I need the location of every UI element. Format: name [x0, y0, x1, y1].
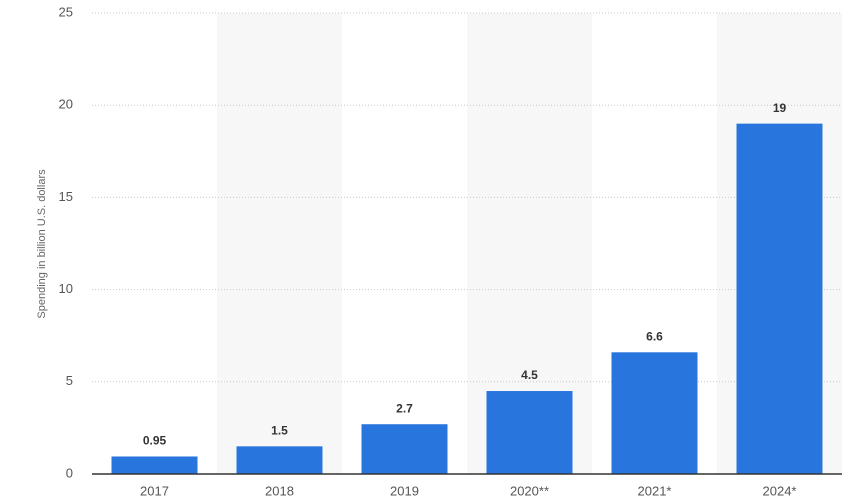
bar [736, 123, 823, 474]
x-tick-label: 2017 [140, 483, 169, 498]
band-shade [217, 13, 342, 474]
value-label: 19 [773, 101, 787, 115]
x-tick-label: 2021* [638, 483, 672, 498]
y-tick-label: 5 [66, 373, 73, 388]
bar [236, 446, 323, 474]
value-label: 0.95 [143, 434, 167, 448]
y-tick-label: 0 [66, 465, 73, 480]
y-tick-label: 25 [59, 4, 73, 19]
x-tick-label: 2020** [510, 483, 549, 498]
bar [111, 456, 198, 474]
bar [361, 424, 448, 474]
x-tick-label: 2019 [390, 483, 419, 498]
bar [486, 391, 573, 474]
x-tick-label: 2024* [763, 483, 797, 498]
y-tick-label: 15 [59, 189, 73, 204]
y-tick-label: 20 [59, 97, 73, 112]
value-label: 2.7 [396, 401, 413, 415]
y-tick-label: 10 [59, 281, 73, 296]
value-label: 4.5 [521, 368, 538, 382]
x-tick-label: 2018 [265, 483, 294, 498]
y-axis-label: Spending in billion U.S. dollars [36, 169, 48, 319]
value-label: 6.6 [646, 329, 663, 343]
value-label: 1.5 [271, 424, 288, 438]
bar [611, 352, 698, 474]
